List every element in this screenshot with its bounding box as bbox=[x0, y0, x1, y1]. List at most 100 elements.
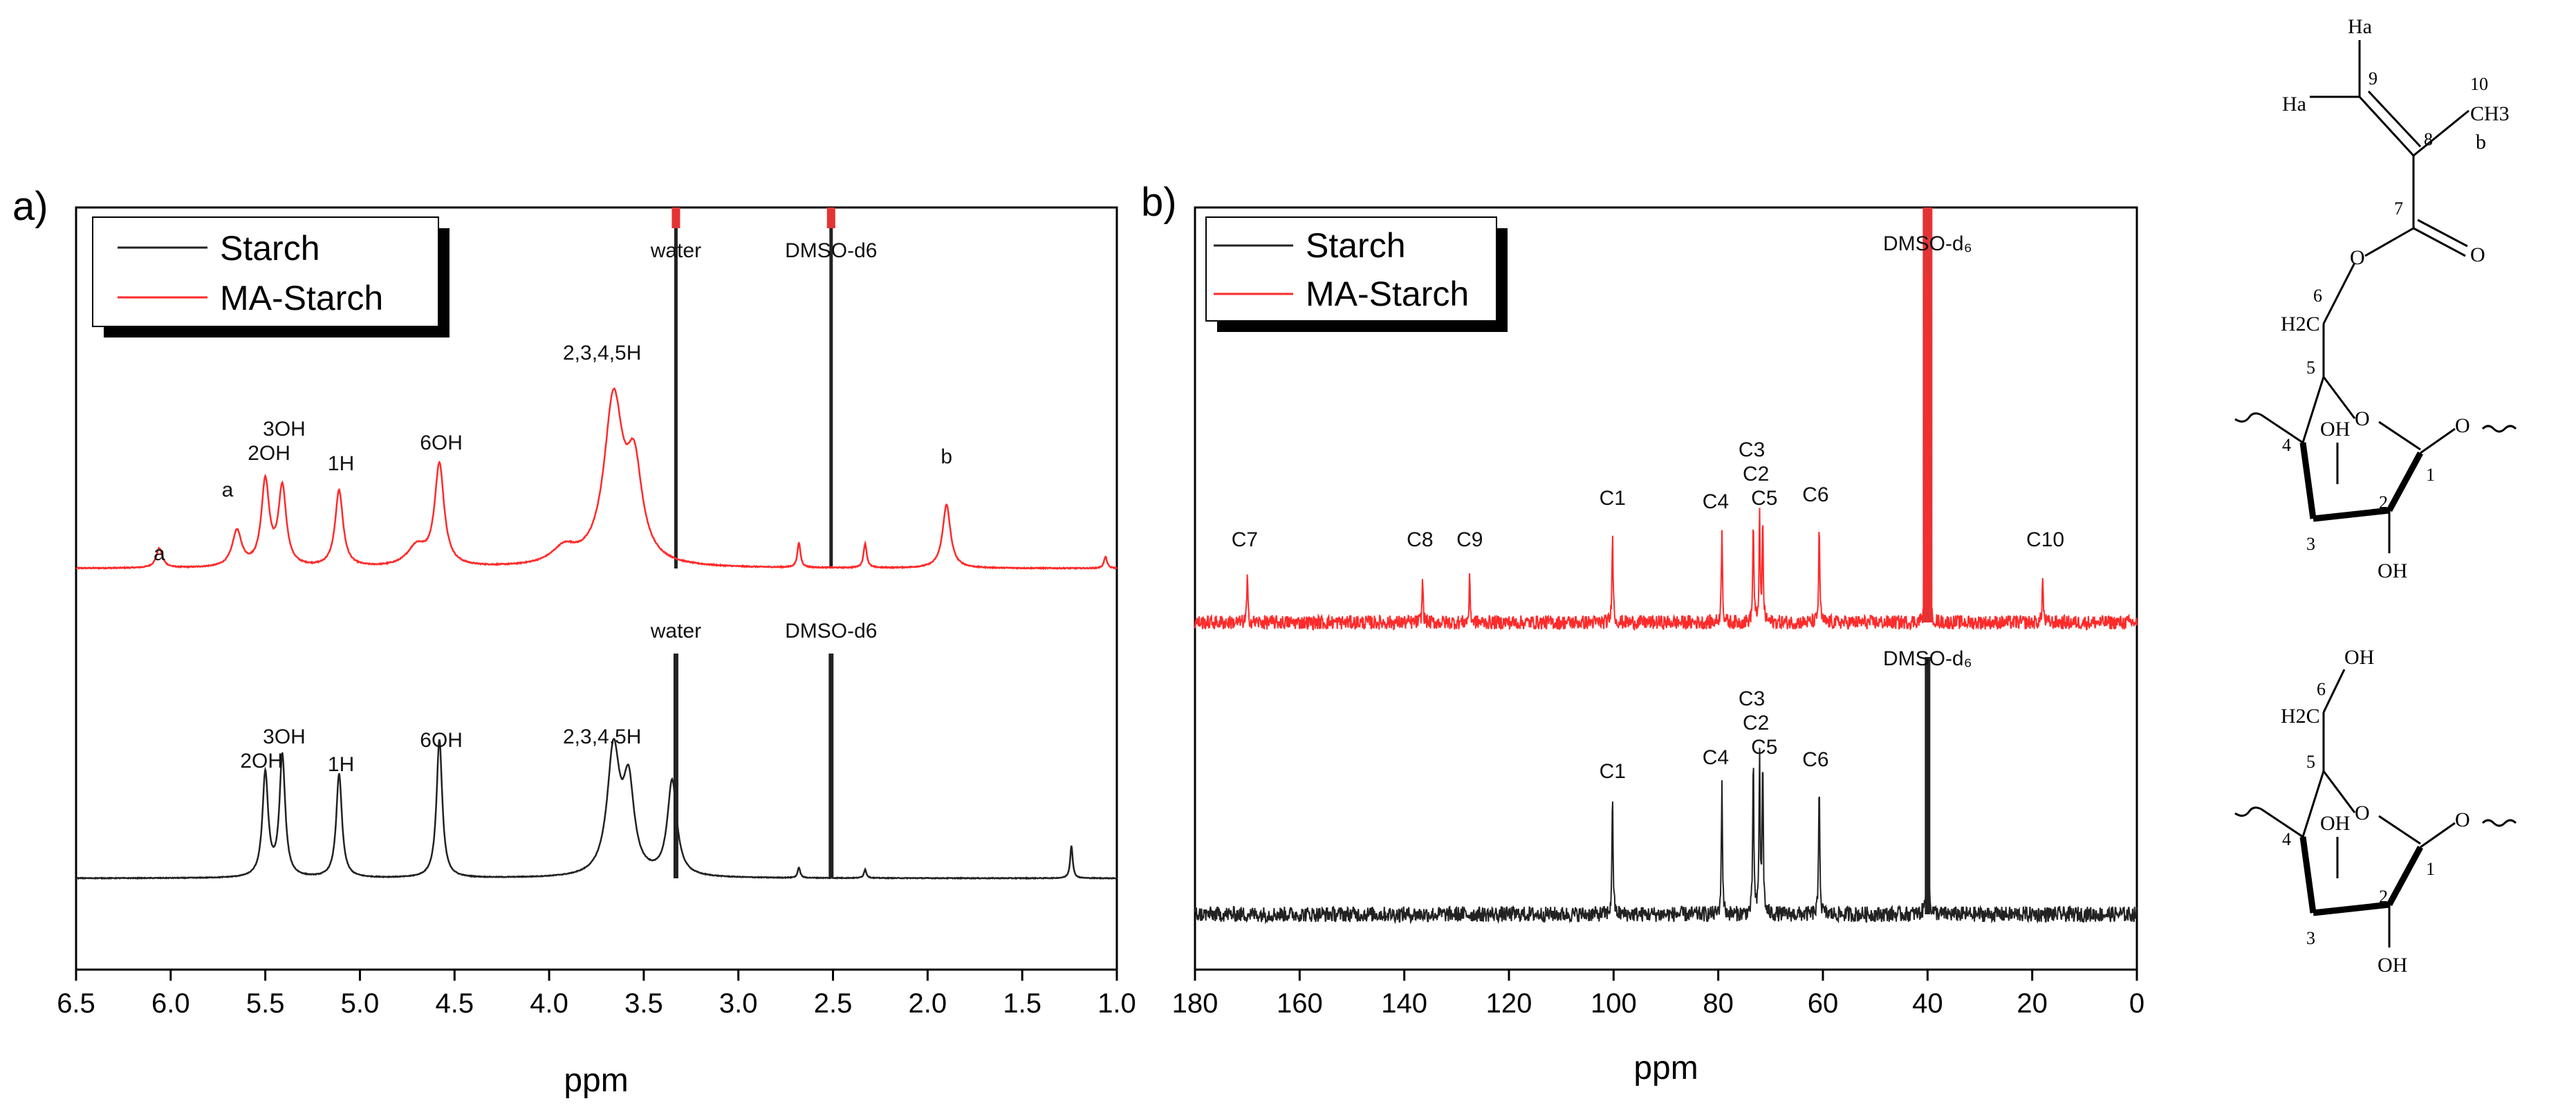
atom-num-4: 4 bbox=[2282, 829, 2291, 849]
panel-a-x-tick-label-10: 1.5 bbox=[1003, 988, 1041, 1019]
bond-c5-c4 bbox=[2301, 770, 2325, 838]
bond-c4-glyco bbox=[2261, 808, 2304, 838]
bond-c7-o bbox=[2413, 227, 2466, 257]
atom-h2c: H2C bbox=[2281, 705, 2320, 728]
panel-a-solvent-label-1-0: DMSO-d6 bbox=[785, 239, 877, 262]
atom-o-ring: O bbox=[2355, 407, 2370, 430]
panel-b-peak-label-12: C3 bbox=[1739, 687, 1765, 710]
panel-b-x-tick-label-8: 20 bbox=[2017, 988, 2048, 1019]
panel-b-frame bbox=[1194, 206, 2138, 971]
atom-num-5: 5 bbox=[2306, 752, 2315, 772]
panel-a-solvent-band-top-0 bbox=[671, 207, 680, 228]
atom-o-carbonyl: O bbox=[2470, 243, 2485, 266]
bond-c3-c2 bbox=[2313, 507, 2390, 522]
atom-num-10: 10 bbox=[2470, 74, 2488, 94]
bond-c3-c2 bbox=[2313, 901, 2390, 916]
panel-b-x-tick-label-1: 160 bbox=[1277, 988, 1323, 1019]
atom-oh-c2: OH bbox=[2378, 560, 2407, 582]
atom-oh-c2: OH bbox=[2378, 954, 2407, 977]
panel-a-solvent-bands bbox=[671, 207, 835, 878]
panel-a-solvent-label-0-1: water bbox=[650, 620, 701, 642]
panel-b-peak-label-0: C7 bbox=[1232, 528, 1258, 551]
panel-b-legend-box bbox=[1205, 216, 1497, 322]
panel-a-x-tick-label-4: 4.5 bbox=[435, 988, 474, 1019]
bond-c2-c1 bbox=[2387, 451, 2423, 512]
atom-num-3: 3 bbox=[2306, 928, 2315, 948]
atom-num-5: 5 bbox=[2306, 358, 2315, 378]
atom-num-4: 4 bbox=[2282, 435, 2291, 455]
bond-c4-glyco bbox=[2261, 414, 2304, 444]
atom-oh-c3: OH bbox=[2320, 812, 2350, 835]
starch-structure bbox=[2234, 669, 2517, 947]
panel-b-x-tick-label-7: 40 bbox=[1912, 988, 1943, 1019]
atom-num-1: 1 bbox=[2426, 465, 2435, 485]
panel-b-x-tick-label-9: 0 bbox=[2129, 988, 2144, 1019]
panel-a-x-tick-label-5: 4.0 bbox=[530, 988, 568, 1019]
panel-b-x-tick-label-3: 120 bbox=[1486, 988, 1532, 1019]
panel-b-x-tick-labels: 180 160 140 120 100 80 60 40 20 0 bbox=[1172, 988, 2145, 1019]
panel-a-peak-label-11: 6OH bbox=[420, 729, 463, 752]
panel-b-peak-label-1: C8 bbox=[1407, 528, 1433, 551]
panel-b-peak-label-10: C1 bbox=[1600, 760, 1626, 783]
panel-b-peak-label-8: C6 bbox=[1802, 483, 1828, 506]
glyco-wavy-left bbox=[2234, 412, 2262, 423]
atom-oh-c6: OH bbox=[2344, 646, 2374, 669]
panel-a-x-tick-label-3: 5.0 bbox=[341, 988, 380, 1019]
panel-a-x-ticks bbox=[75, 970, 1118, 981]
bond-oester-c6 bbox=[2322, 262, 2356, 324]
bond-c9-c8-double bbox=[2367, 90, 2422, 148]
panel-b-peak-label-14: C5 bbox=[1751, 736, 1777, 759]
panel-b-legend-ma-starch-label: MA-Starch bbox=[1306, 275, 1469, 313]
panel-b-solvent-label-0-0: DMSO-d₆ bbox=[1883, 232, 1972, 255]
atom-num-6: 6 bbox=[2313, 286, 2322, 306]
panel-a-x-tick-label-8: 2.5 bbox=[814, 988, 853, 1019]
atom-num-2: 2 bbox=[2379, 887, 2388, 907]
bond-o-c1 bbox=[2378, 420, 2421, 451]
panel-a-legend-box bbox=[92, 216, 439, 327]
atom-num-7: 7 bbox=[2394, 198, 2403, 219]
panel-b-starch-spectrum bbox=[1194, 673, 2138, 925]
panel-a-peak-label-7: b bbox=[940, 445, 952, 468]
panel-a-solvent-band-top-1 bbox=[826, 207, 835, 228]
panel-b-peak-label-9: C10 bbox=[2026, 528, 2064, 551]
atom-num-1: 1 bbox=[2426, 859, 2435, 879]
panel-b-peak-label-3: C1 bbox=[1600, 487, 1626, 510]
bond-c1-o bbox=[2420, 427, 2456, 454]
panel-b-peak-label-13: C2 bbox=[1743, 712, 1769, 734]
bond-c6-oh bbox=[2322, 669, 2346, 713]
panel-b-peak-label-5: C3 bbox=[1739, 438, 1765, 461]
bond-c1-o bbox=[2420, 822, 2456, 849]
atom-oh-c3: OH bbox=[2320, 418, 2350, 441]
atom-num-9: 9 bbox=[2369, 68, 2378, 89]
panel-a-peak-label-8: 2OH bbox=[240, 750, 283, 773]
panel-a-peak-label-10: 1H bbox=[328, 753, 354, 776]
atom-o-glyco: O bbox=[2455, 414, 2470, 437]
panel-a-solvent-labels: water water DMSO-d6 DMSO-d6 bbox=[650, 239, 878, 642]
panel-a-ma-starch-spectrum bbox=[75, 387, 1118, 571]
panel-b-peak-label-2: C9 bbox=[1456, 528, 1483, 551]
panel-b-legend-starch-label: Starch bbox=[1306, 226, 1406, 265]
panel-a-solvent-label-0-0: water bbox=[650, 239, 701, 262]
panel-b-peak-label-4: C4 bbox=[1703, 490, 1729, 513]
glyco-wavy-right bbox=[2481, 819, 2517, 827]
panel-a-x-tick-label-2: 5.5 bbox=[246, 988, 285, 1019]
starch-structure-labels: OH 6 H2C 5 4 3 2 1 OH OH O O bbox=[2281, 646, 2470, 977]
panel-a-x-axis-title: ppm bbox=[564, 1062, 628, 1099]
bond-c5-o bbox=[2322, 376, 2356, 419]
panel-a-x-tick-label-1: 6.0 bbox=[151, 988, 190, 1019]
panel-a-x-tick-label-9: 2.0 bbox=[909, 988, 947, 1019]
atom-ch3: CH3 bbox=[2470, 102, 2510, 125]
panel-b-x-ticks bbox=[1194, 970, 2138, 981]
panel-b-label: b) bbox=[1141, 180, 1177, 225]
atom-ha-left: Ha bbox=[2282, 93, 2306, 115]
panel-b-x-tick-label-0: 180 bbox=[1172, 988, 1218, 1019]
panel-b-legend: Starch MA-Starch bbox=[1205, 216, 1508, 332]
panel-a-peak-label-3: 3OH bbox=[263, 418, 306, 441]
panel-a-peak-label-9: 3OH bbox=[263, 725, 306, 748]
ma-starch-structure bbox=[2234, 40, 2517, 553]
bond-c7-o-double bbox=[2417, 219, 2468, 248]
panel-a-starch-spectrum bbox=[75, 738, 1118, 880]
